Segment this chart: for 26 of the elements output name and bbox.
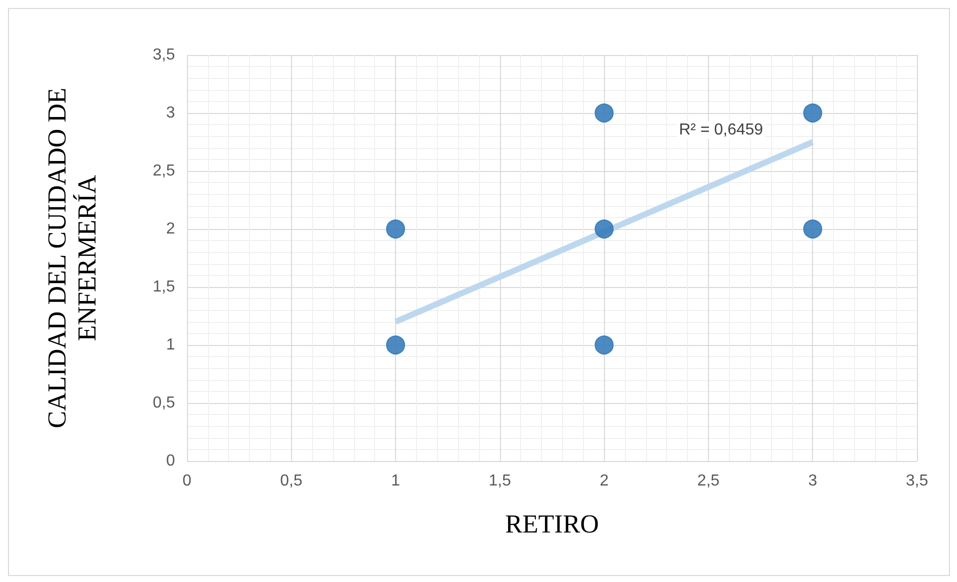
y-tick-label: 0,5 [152, 394, 176, 412]
point [803, 220, 822, 238]
point [594, 336, 614, 354]
point [594, 104, 614, 122]
x-tick-label: 0,5 [280, 472, 303, 490]
y-tick-label: 1 [166, 336, 176, 354]
point [386, 336, 406, 354]
y-tick-label: 1,5 [152, 278, 176, 296]
x-tick-label: 0 [182, 472, 192, 490]
x-tick-label: 1,5 [488, 472, 512, 490]
y-tick-label: 2 [166, 220, 176, 238]
point [594, 220, 614, 238]
y-axis-title: CALIDAD DEL CUIDADO DE ENFERMERÍA [42, 88, 102, 428]
x-tick-label: 2,5 [697, 472, 720, 490]
y-tick-label: 3,5 [152, 46, 176, 64]
x-tick-label: 3 [808, 472, 818, 490]
y-tick-label: 3 [166, 104, 176, 122]
y-tick-label: 0 [166, 452, 176, 470]
point [803, 104, 822, 122]
x-tick-label: 2 [600, 472, 609, 490]
annotation: R² = 0,6459 [679, 122, 764, 138]
y-tick-label: 2,5 [152, 162, 176, 180]
x-tick-label: 1 [391, 472, 400, 490]
x-tick-label: 3,5 [906, 472, 928, 490]
x-axis-title: RETIRO [505, 510, 599, 538]
point [386, 220, 406, 238]
